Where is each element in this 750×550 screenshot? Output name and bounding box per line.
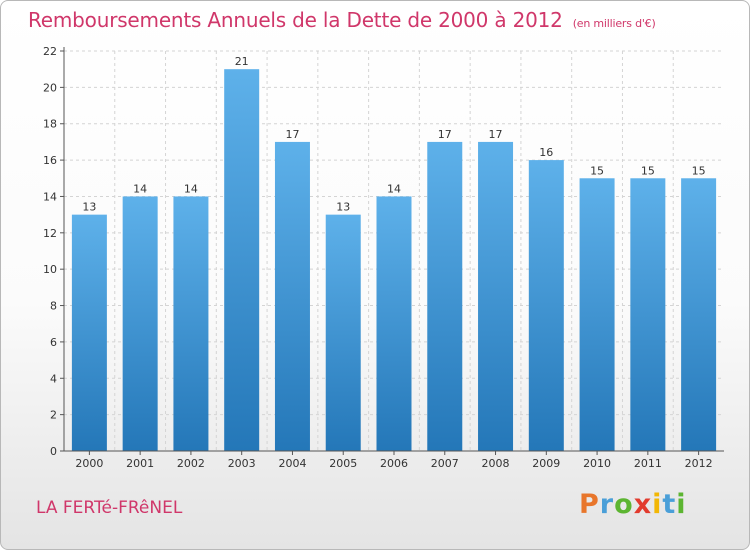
bar-chart: 13 14 14 21 17 13 14 17 17 16 15 15 15 0 2 4 6 8 10 12 14 16… [43, 45, 724, 470]
proxiti-logo[interactable]: Proxiti [579, 489, 687, 520]
x-tick-label: 2003 [228, 457, 256, 470]
x-tick-label: 2007 [431, 457, 459, 470]
x-tick-label: 2002 [177, 457, 205, 470]
bar-value-label: 15 [590, 164, 604, 177]
y-tick-label: 4 [50, 372, 57, 385]
bar-value-label: 14 [133, 182, 147, 195]
bars: 13 14 14 21 17 13 14 17 17 16 15 15 15 [71, 55, 717, 452]
bar-value-label: 16 [539, 146, 553, 159]
logo-letter: x [633, 489, 653, 520]
bar-value-label: 14 [184, 182, 198, 195]
bar [274, 141, 310, 451]
x-tick-label: 2010 [583, 457, 611, 470]
y-tick-label: 20 [43, 81, 57, 94]
y-tick-label: 8 [50, 300, 57, 313]
bar [71, 214, 107, 451]
bar [376, 196, 412, 451]
logo-letter: r [599, 489, 615, 520]
y-tick-label: 12 [43, 227, 57, 240]
bar-value-label: 17 [489, 128, 503, 141]
chart-unit: (en milliers d'€) [572, 17, 656, 30]
bar [528, 160, 564, 451]
chart-title-text: Remboursements Annuels de la Dette de 20… [28, 8, 563, 32]
x-tick-label: 2001 [126, 457, 154, 470]
bar [122, 196, 158, 451]
bar [173, 196, 209, 451]
y-tick-label: 14 [43, 190, 57, 203]
x-tick-label: 2005 [329, 457, 357, 470]
bar-value-label: 13 [82, 201, 96, 214]
chart-title: Remboursements Annuels de la Dette de 20… [28, 8, 656, 32]
bar [427, 141, 463, 451]
bar-value-label: 13 [336, 201, 350, 214]
bar [630, 178, 666, 452]
y-tick-label: 2 [50, 409, 57, 422]
logo-letter: t [662, 489, 677, 520]
bar-value-label: 15 [692, 164, 706, 177]
y-tick-label: 16 [43, 154, 57, 167]
y-tick-label: 10 [43, 263, 57, 276]
bar [579, 178, 615, 452]
bar-value-label: 17 [285, 128, 299, 141]
y-tick-label: 22 [43, 45, 57, 58]
axes: 0 2 4 6 8 10 12 14 16 18 20 22 2000 2001 2002 2003 2004 2… [43, 45, 724, 470]
y-tick-label: 0 [50, 445, 57, 458]
x-tick-label: 2012 [685, 457, 713, 470]
x-tick-label: 2011 [634, 457, 662, 470]
y-tick-label: 18 [43, 118, 57, 131]
bar-value-label: 21 [235, 55, 249, 68]
bar [681, 178, 717, 452]
bar-value-label: 17 [438, 128, 452, 141]
y-tick-label: 6 [50, 336, 57, 349]
logo-letter: P [579, 489, 600, 520]
logo-letter: o [614, 489, 634, 520]
bar-value-label: 15 [641, 164, 655, 177]
x-tick-label: 2004 [278, 457, 306, 470]
bar [325, 214, 361, 451]
x-tick-label: 2008 [482, 457, 510, 470]
x-tick-label: 2000 [75, 457, 103, 470]
bar-value-label: 14 [387, 182, 401, 195]
logo-letter: i [652, 489, 663, 520]
bar [478, 141, 514, 451]
bar [224, 69, 260, 451]
x-tick-label: 2009 [532, 457, 560, 470]
location-name: LA FERTé-FRêNEL [36, 498, 183, 518]
logo-letter: i [676, 489, 687, 520]
x-tick-label: 2006 [380, 457, 408, 470]
